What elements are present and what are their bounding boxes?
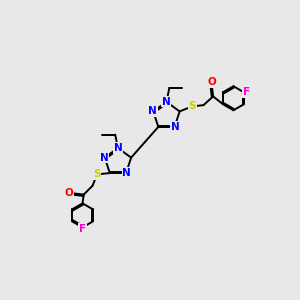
Text: S: S — [189, 101, 196, 111]
Text: O: O — [65, 188, 74, 198]
Text: N: N — [148, 106, 157, 116]
Text: O: O — [208, 77, 216, 87]
Text: N: N — [114, 143, 122, 153]
Text: N: N — [100, 153, 109, 163]
Text: N: N — [162, 97, 171, 107]
Text: F: F — [243, 87, 250, 97]
Text: N: N — [122, 168, 131, 178]
Text: N: N — [171, 122, 179, 132]
Text: S: S — [93, 169, 101, 179]
Text: F: F — [79, 224, 86, 233]
